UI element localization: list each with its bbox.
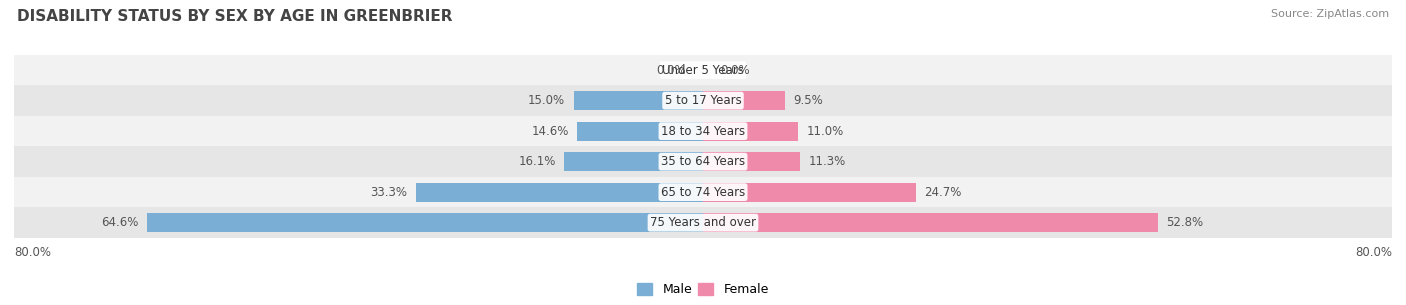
Text: Under 5 Years: Under 5 Years: [662, 64, 744, 77]
Bar: [146, 213, 703, 232]
Bar: [14, 146, 1392, 177]
Text: Source: ZipAtlas.com: Source: ZipAtlas.com: [1271, 9, 1389, 19]
Bar: [416, 183, 703, 202]
Bar: [14, 207, 1392, 238]
Text: 0.0%: 0.0%: [657, 64, 686, 77]
Text: DISABILITY STATUS BY SEX BY AGE IN GREENBRIER: DISABILITY STATUS BY SEX BY AGE IN GREEN…: [17, 9, 453, 24]
Bar: [14, 85, 1392, 116]
Text: 14.6%: 14.6%: [531, 125, 568, 138]
Text: 65 to 74 Years: 65 to 74 Years: [661, 186, 745, 199]
Text: 0.0%: 0.0%: [720, 64, 749, 77]
Text: 11.0%: 11.0%: [807, 125, 844, 138]
Text: 52.8%: 52.8%: [1167, 216, 1204, 229]
Text: 24.7%: 24.7%: [924, 186, 962, 199]
Bar: [703, 91, 785, 110]
Text: 11.3%: 11.3%: [808, 155, 846, 168]
Text: 5 to 17 Years: 5 to 17 Years: [665, 94, 741, 107]
Bar: [14, 116, 1392, 146]
Bar: [14, 177, 1392, 207]
Bar: [703, 213, 1157, 232]
Text: 33.3%: 33.3%: [371, 186, 408, 199]
Text: 15.0%: 15.0%: [529, 94, 565, 107]
Bar: [703, 183, 915, 202]
Legend: Male, Female: Male, Female: [633, 278, 773, 301]
Text: 9.5%: 9.5%: [793, 94, 823, 107]
Text: 80.0%: 80.0%: [1355, 246, 1392, 260]
Bar: [578, 122, 703, 141]
Bar: [14, 55, 1392, 85]
Text: 35 to 64 Years: 35 to 64 Years: [661, 155, 745, 168]
Bar: [703, 152, 800, 171]
Text: 75 Years and over: 75 Years and over: [650, 216, 756, 229]
Bar: [574, 91, 703, 110]
Text: 64.6%: 64.6%: [101, 216, 138, 229]
Text: 16.1%: 16.1%: [519, 155, 555, 168]
Bar: [564, 152, 703, 171]
Bar: [703, 122, 797, 141]
Text: 18 to 34 Years: 18 to 34 Years: [661, 125, 745, 138]
Text: 80.0%: 80.0%: [14, 246, 51, 260]
